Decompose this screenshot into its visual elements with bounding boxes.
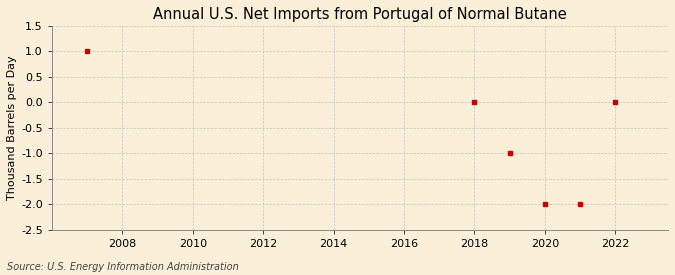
Text: Source: U.S. Energy Information Administration: Source: U.S. Energy Information Administ…	[7, 262, 238, 272]
Y-axis label: Thousand Barrels per Day: Thousand Barrels per Day	[7, 56, 17, 200]
Title: Annual U.S. Net Imports from Portugal of Normal Butane: Annual U.S. Net Imports from Portugal of…	[153, 7, 567, 22]
